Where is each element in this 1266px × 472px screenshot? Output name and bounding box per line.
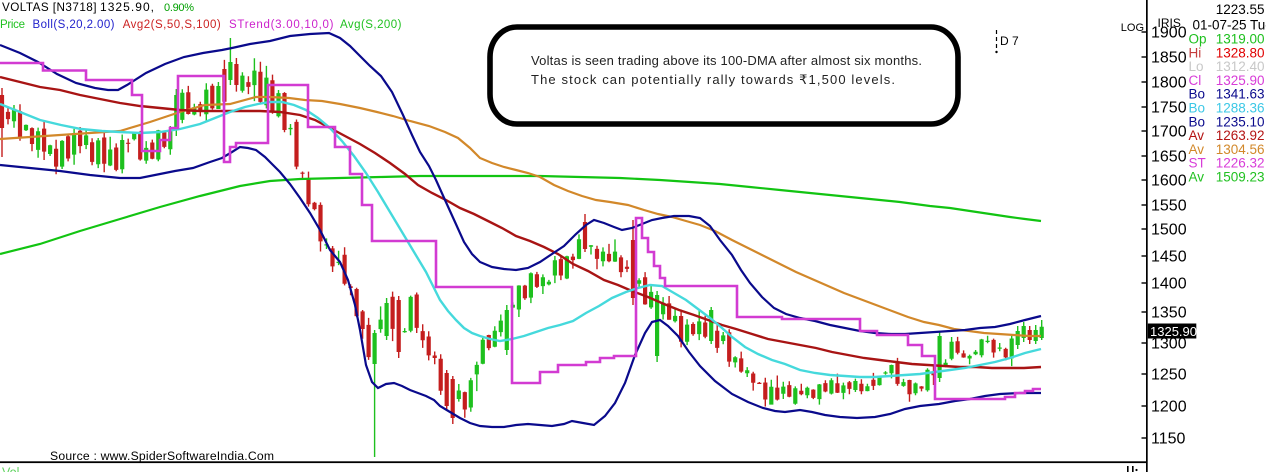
- svg-text:1325.90,: 1325.90,: [100, 0, 154, 14]
- svg-text:1550: 1550: [1151, 198, 1187, 215]
- svg-text:D 7: D 7: [1000, 34, 1019, 48]
- svg-text:Vol: Vol: [2, 466, 19, 472]
- svg-text:Av: Av: [1189, 128, 1205, 143]
- svg-text:1250: 1250: [1151, 367, 1187, 384]
- svg-text:01-07-25 Tue: 01-07-25 Tue: [1193, 18, 1266, 33]
- svg-text:1200: 1200: [1151, 399, 1187, 416]
- svg-text:ST: ST: [1189, 156, 1206, 171]
- svg-text:1700: 1700: [1151, 124, 1187, 141]
- svg-text:1223.55: 1223.55: [1216, 2, 1265, 17]
- svg-text:1328.80: 1328.80: [1216, 45, 1265, 60]
- svg-text:1400: 1400: [1151, 276, 1187, 293]
- svg-text:Bo: Bo: [1189, 114, 1206, 129]
- svg-text:Avg2(S,50,S,100): Avg2(S,50,S,100): [123, 19, 221, 31]
- svg-text:1341.63: 1341.63: [1216, 87, 1265, 102]
- svg-text:1650: 1650: [1151, 149, 1187, 166]
- svg-text:Av: Av: [1189, 142, 1205, 157]
- svg-text:LOG: LOG: [1121, 22, 1144, 34]
- svg-text:1509.23: 1509.23: [1216, 170, 1265, 185]
- svg-text:1263.92: 1263.92: [1216, 128, 1265, 143]
- svg-text:The stock can potentially rall: The stock can potentially rally towards …: [531, 72, 895, 87]
- svg-text:1350: 1350: [1151, 305, 1187, 322]
- svg-text:Price: Price: [0, 19, 25, 31]
- svg-text:1150: 1150: [1151, 431, 1186, 448]
- svg-text:Lo: Lo: [1189, 59, 1204, 74]
- svg-text:1300: 1300: [1151, 336, 1187, 353]
- svg-text:1600: 1600: [1151, 173, 1187, 190]
- svg-text:1325.90: 1325.90: [1216, 73, 1265, 88]
- svg-text:1325.90: 1325.90: [1150, 324, 1197, 339]
- svg-text:IRIS: IRIS: [1158, 16, 1181, 30]
- svg-text:Source : www.SpiderSoftwareInd: Source : www.SpiderSoftwareIndia.Com: [50, 449, 274, 463]
- svg-text:1450: 1450: [1151, 249, 1187, 266]
- svg-text:1312.40: 1312.40: [1216, 59, 1265, 74]
- svg-text:Avg(S,200): Avg(S,200): [340, 19, 402, 31]
- svg-text:1235.10: 1235.10: [1216, 114, 1265, 129]
- svg-text:1319.00: 1319.00: [1216, 32, 1265, 47]
- svg-text:Hi: Hi: [1189, 45, 1202, 60]
- svg-text:1304.56: 1304.56: [1216, 142, 1265, 157]
- svg-text:1750: 1750: [1151, 100, 1187, 117]
- svg-text:0.90%: 0.90%: [164, 2, 194, 14]
- svg-text:1800: 1800: [1151, 75, 1187, 92]
- svg-text:1850: 1850: [1151, 50, 1187, 67]
- svg-text:Boll(S,20,2.00): Boll(S,20,2.00): [33, 19, 115, 31]
- svg-text:1900: 1900: [1151, 25, 1187, 42]
- svg-text:Bo: Bo: [1189, 87, 1206, 102]
- svg-text:VOLTAS [N3718]: VOLTAS [N3718]: [2, 1, 97, 14]
- svg-text:STrend(3.00,10,0): STrend(3.00,10,0): [229, 19, 334, 31]
- svg-text:Voltas is seen trading above i: Voltas is seen trading above its 100-DMA…: [531, 53, 922, 68]
- svg-text:Bo: Bo: [1189, 101, 1206, 116]
- svg-text:Av: Av: [1189, 170, 1205, 185]
- svg-text:Cl: Cl: [1189, 73, 1202, 88]
- svg-text:Op: Op: [1189, 32, 1207, 47]
- svg-text:1226.32: 1226.32: [1216, 156, 1265, 171]
- svg-text:1500: 1500: [1151, 222, 1187, 239]
- svg-text:1288.36: 1288.36: [1216, 101, 1265, 116]
